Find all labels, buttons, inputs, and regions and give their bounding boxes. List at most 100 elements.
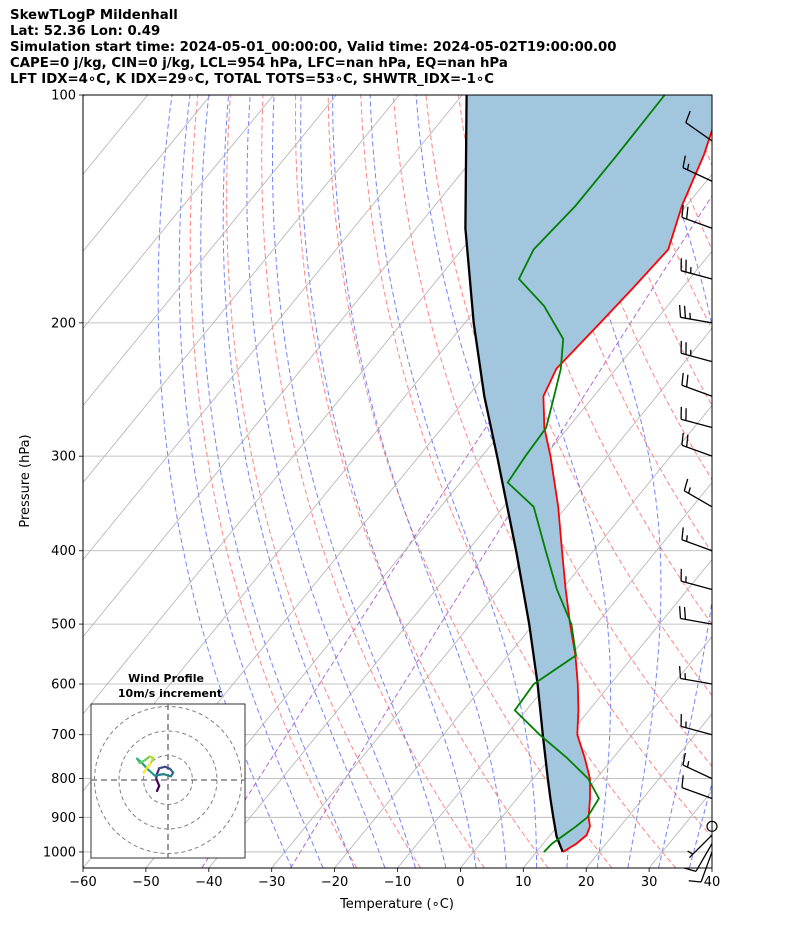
barb-staff [680, 418, 713, 429]
isotherm-line [83, 95, 337, 407]
dry-adiabat [784, 95, 794, 868]
wind-barb [682, 752, 713, 780]
barb-flag [681, 372, 684, 386]
wind-barb [687, 834, 713, 859]
barb-staff [680, 352, 713, 363]
barb-flag [681, 204, 684, 218]
barb-staff [680, 617, 713, 625]
x-tick-label: −10 [384, 875, 411, 890]
chart-title-block: SkewTLogP Mildenhall Lat: 52.36 Lon: 0.4… [10, 8, 617, 88]
barb-flag [678, 666, 682, 679]
wind-barb [681, 432, 713, 457]
x-tick-label: 0 [456, 875, 464, 890]
y-tick-label: 100 [51, 89, 76, 104]
isotherm-line [83, 95, 86, 98]
barb-flag [678, 304, 682, 318]
x-tick-label: −60 [69, 875, 96, 890]
profile-series [464, 95, 712, 853]
y-tick-label: 800 [51, 772, 76, 787]
wind-barb [678, 606, 713, 625]
barb-staff [680, 580, 713, 591]
barb-flag [681, 775, 684, 788]
moist-adiabat [222, 95, 386, 868]
barb-staff [681, 216, 713, 229]
x-tick-label: 20 [578, 875, 595, 890]
moist-adiabat [246, 95, 416, 868]
title-indices-line: LFT IDX=4∘C, K IDX=29∘C, TOTAL TOTS=53∘C… [10, 72, 495, 87]
isotherm-line [775, 95, 794, 868]
x-tick-label: 30 [641, 875, 658, 890]
isotherm-line [83, 95, 526, 638]
moist-adiabat [200, 95, 355, 868]
x-tick-label: 40 [704, 875, 721, 890]
wind-barbs [678, 110, 718, 883]
barb-half-flag [686, 163, 690, 170]
isotherm-line [397, 481, 712, 868]
x-tick-label: −30 [258, 875, 285, 890]
moist-adiabat [646, 95, 712, 868]
wind-barb [680, 568, 713, 591]
barb-flag [682, 155, 686, 168]
barb-flag [681, 432, 684, 446]
wind-barb [678, 304, 713, 324]
barb-flag [683, 305, 687, 319]
barb-flag [678, 606, 682, 619]
grid-lines [83, 95, 794, 868]
parcel-line [464, 95, 564, 853]
isotherm-line [83, 95, 400, 484]
cin-cape-shading [465, 95, 712, 852]
moist-adiabat [157, 95, 293, 868]
x-tick-label: −50 [132, 875, 159, 890]
barb-staff [680, 725, 713, 736]
barb-staff [695, 843, 713, 872]
wind-barb [678, 666, 713, 685]
barb-staff [681, 539, 713, 552]
hodograph: Wind Profile 10m/s increment [90, 672, 246, 859]
moist-adiabat [272, 95, 447, 868]
axes: −60 −50 −40 −30 −20 −10 0 10 20 30 40 1000 900 800 700… [43, 89, 720, 891]
isotherm-line [83, 95, 463, 561]
title-station: SkewTLogP Mildenhall [10, 8, 178, 23]
barb-flag [683, 867, 697, 872]
y-tick-label: 400 [51, 544, 76, 559]
hodograph-segment [162, 773, 173, 778]
x-tick-label: 10 [515, 875, 532, 890]
y-tick-label: 200 [51, 316, 76, 331]
y-tick-label: 500 [51, 618, 76, 633]
wind-barb [681, 204, 713, 229]
wind-barb [681, 527, 713, 552]
hodograph-title: Wind Profile [128, 672, 204, 685]
barb-staff [685, 122, 713, 142]
barb-flag [685, 110, 691, 123]
calm-circle [706, 820, 718, 832]
wind-barb [682, 155, 713, 182]
wind-barb [688, 851, 713, 883]
barb-staff [680, 316, 713, 324]
temperature-line [542, 127, 712, 853]
x-tick-label: −40 [195, 875, 222, 890]
barb-flag [688, 880, 702, 883]
moist-adiabat [178, 95, 324, 868]
isotherm-line [83, 95, 211, 252]
barb-staff [682, 764, 713, 780]
barb-staff [682, 167, 713, 182]
wind-barb [706, 820, 718, 832]
hodograph-segment [146, 767, 156, 777]
barb-flag [685, 206, 689, 220]
dry-adiabat [719, 95, 794, 868]
x-tick-label: −20 [321, 875, 348, 890]
dry-adiabat [523, 95, 712, 554]
barb-half-flag [686, 760, 690, 768]
hodograph-segment [142, 767, 148, 774]
wind-barb [680, 714, 713, 736]
moist-adiabat [369, 95, 538, 868]
dry-adiabat [294, 95, 549, 868]
moist-adiabat [415, 95, 571, 868]
barb-flag [682, 752, 686, 766]
moist-adiabat [332, 95, 507, 868]
title-cape-line: CAPE=0 j/kg, CIN=0 j/kg, LCL=954 hPa, LF… [10, 56, 508, 71]
barb-staff [688, 834, 713, 859]
dewpoint-line [506, 95, 666, 853]
wind-barb [685, 110, 713, 142]
